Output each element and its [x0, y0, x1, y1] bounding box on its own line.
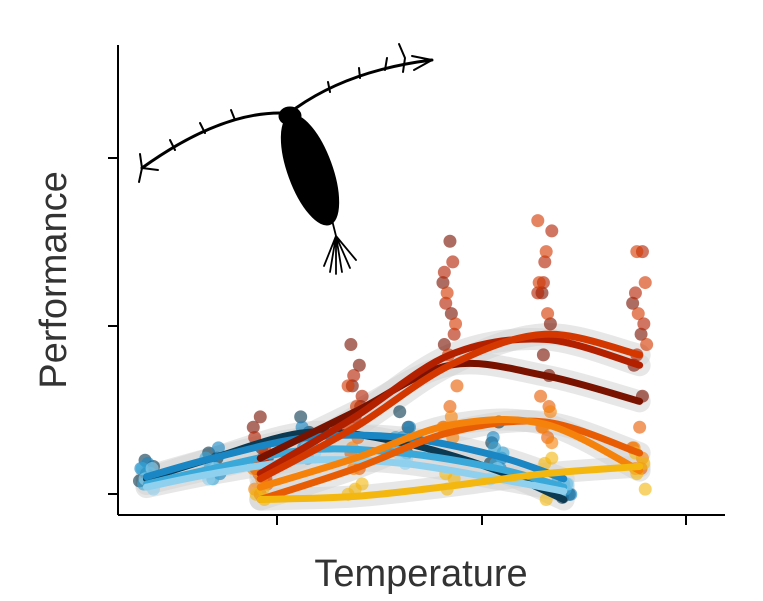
- data-point: [443, 400, 457, 414]
- data-point: [344, 338, 358, 352]
- data-point: [341, 379, 355, 393]
- data-point: [640, 338, 654, 352]
- data-point: [531, 286, 545, 300]
- data-point: [631, 307, 645, 321]
- data-point: [638, 482, 652, 496]
- fit-curve: [256, 330, 644, 483]
- data-point: [541, 307, 555, 321]
- data-point: [545, 436, 559, 450]
- data-point: [347, 369, 361, 383]
- data-point: [545, 224, 559, 238]
- data-point: [352, 358, 366, 372]
- fit-curve: [256, 416, 644, 491]
- data-point: [436, 276, 450, 290]
- data-point: [444, 410, 458, 424]
- fit-curve: [256, 462, 644, 504]
- data-point: [637, 317, 651, 331]
- data-point: [294, 410, 308, 424]
- data-point: [444, 307, 458, 321]
- data-point: [545, 451, 559, 465]
- data-point: [539, 245, 553, 259]
- fit-curve: [142, 445, 568, 491]
- data-point: [633, 420, 647, 434]
- data-point: [437, 338, 451, 352]
- data-point: [486, 431, 500, 445]
- data-point: [630, 245, 644, 259]
- data-point: [543, 317, 557, 331]
- data-point: [403, 420, 417, 434]
- data-point: [440, 286, 454, 300]
- data-point: [253, 410, 267, 424]
- data-point: [449, 317, 463, 331]
- data-point: [543, 405, 557, 419]
- data-point: [626, 296, 640, 310]
- data-point: [531, 214, 545, 228]
- data-point: [638, 276, 652, 290]
- data-point: [538, 255, 552, 269]
- y-axis: [108, 45, 119, 515]
- fit-curve: [142, 431, 568, 483]
- data-point: [634, 327, 648, 341]
- fit-curve: [256, 417, 644, 504]
- data-point: [628, 286, 642, 300]
- data-point: [439, 296, 453, 310]
- data-point: [437, 265, 451, 279]
- data-point: [355, 477, 369, 491]
- data-point: [393, 405, 407, 419]
- data-point: [211, 441, 225, 455]
- x-axis-title: Temperature: [314, 553, 527, 595]
- fit-curve: [256, 335, 644, 478]
- data-point: [135, 462, 149, 476]
- fitted-curves: [142, 330, 644, 504]
- data-point: [355, 389, 369, 403]
- x-axis: [118, 514, 725, 525]
- y-axis-title: Performance: [33, 171, 75, 389]
- data-point: [450, 379, 464, 393]
- data-point: [443, 234, 457, 248]
- data-point: [446, 255, 460, 269]
- copepod-silhouette-icon: [138, 43, 434, 275]
- data-point: [536, 348, 550, 362]
- data-point: [534, 389, 548, 403]
- data-point: [532, 276, 546, 290]
- data-point: [246, 420, 260, 434]
- data-point: [447, 327, 461, 341]
